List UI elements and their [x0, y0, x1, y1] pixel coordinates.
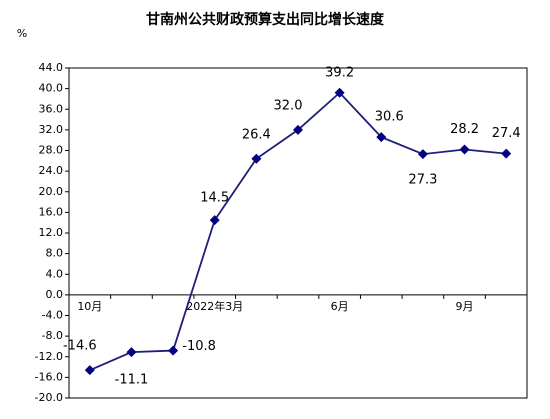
data-label: 26.4: [242, 127, 271, 142]
data-point: [417, 149, 428, 160]
y-tick-label: 36.0: [39, 102, 64, 115]
y-tick-label: 8.0: [46, 247, 64, 260]
y-tick-label: 44.0: [39, 61, 64, 74]
chart-title: 甘南州公共财政预算支出同比增长速度: [146, 11, 385, 28]
y-tick-label: 0.0: [46, 288, 64, 301]
data-label: -11.1: [115, 373, 149, 388]
plot-frame: [68, 67, 528, 399]
y-tick-label: 32.0: [39, 123, 64, 136]
y-tick-label: 16.0: [39, 205, 64, 218]
y-tick-label: -4.0: [42, 309, 63, 322]
data-label: 14.5: [200, 191, 229, 206]
y-tick-label: -8.0: [42, 329, 63, 342]
y-tick-label: 24.0: [39, 164, 64, 177]
data-label: 27.4: [492, 126, 521, 141]
data-label: 28.2: [450, 122, 479, 137]
y-tick-label: -20.0: [35, 391, 63, 404]
data-label: 39.2: [325, 65, 354, 80]
data-point: [376, 132, 387, 143]
data-point: [501, 148, 512, 159]
y-tick-label: -12.0: [35, 350, 63, 363]
data-label: 27.3: [408, 173, 437, 188]
y-tick-label: -16.0: [35, 370, 63, 383]
data-label: -10.8: [182, 339, 216, 354]
y-tick-label: 40.0: [39, 82, 64, 95]
y-tick-label: 4.0: [46, 267, 64, 280]
x-tick-label: 6月: [331, 300, 349, 313]
data-point: [251, 153, 262, 164]
data-point: [459, 144, 470, 155]
data-point: [126, 347, 137, 358]
data-label: 30.6: [375, 110, 404, 125]
data-label: -14.6: [63, 339, 97, 354]
data-point: [168, 345, 179, 356]
y-unit: %: [17, 27, 27, 40]
x-tick-label: 9月: [456, 300, 474, 313]
data-point: [209, 215, 220, 226]
data-point: [84, 365, 95, 376]
x-tick-label: 2022年3月: [186, 299, 243, 313]
y-tick-label: 12.0: [39, 226, 64, 239]
y-tick-label: 28.0: [39, 144, 64, 157]
x-tick-label: 10月: [77, 300, 102, 313]
y-tick-label: 20.0: [39, 185, 64, 198]
data-label: 32.0: [274, 98, 303, 113]
data-point: [334, 87, 345, 98]
data-point: [293, 124, 303, 135]
